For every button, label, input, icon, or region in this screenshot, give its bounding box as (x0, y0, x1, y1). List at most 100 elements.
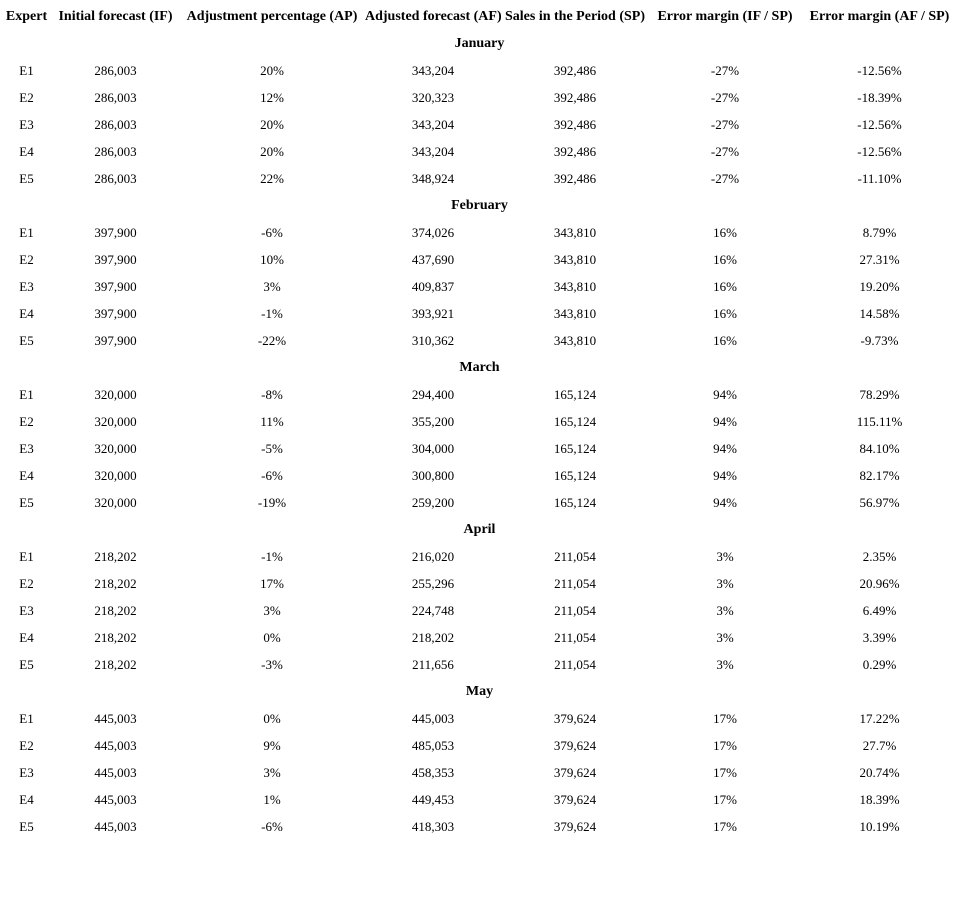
cell-adjusted-forecast: 343,204 (411, 62, 455, 78)
cell-error-margin-af-sp: 6.49% (862, 602, 897, 618)
table-row: E1 286,003 20% 343,204 392,486 -27% -12.56% (1, 57, 958, 84)
cell-initial-forecast: 218,202 (94, 575, 137, 591)
cell-sales-in-period: 392,486 (553, 170, 597, 186)
cell-sales-in-period: 211,054 (554, 548, 596, 564)
cell-expert-id: E5 (19, 818, 34, 834)
cell-initial-forecast: 445,003 (94, 737, 137, 753)
cell-adjusted-forecast: 259,200 (411, 494, 455, 510)
cell-adjusted-forecast: 224,748 (411, 602, 455, 618)
cell-error-margin-if-sp: -27% (710, 116, 740, 132)
cell-expert-id: E2 (19, 251, 34, 267)
cell-adjustment-percentage: 3% (263, 278, 281, 294)
cell-error-margin-af-sp: -11.10% (857, 170, 902, 186)
cell-initial-forecast: 445,003 (94, 710, 137, 726)
cell-expert-id: E2 (19, 737, 34, 753)
cell-initial-forecast: 397,900 (94, 332, 137, 348)
cell-adjusted-forecast: 445,003 (411, 710, 455, 726)
cell-expert-id: E4 (19, 467, 34, 483)
table-row: E2 445,003 9% 485,053 379,624 17% 27.7% (1, 732, 958, 759)
table-row: E4 445,003 1% 449,453 379,624 17% 18.39% (1, 786, 958, 813)
cell-expert-id: E3 (19, 116, 34, 132)
cell-error-margin-af-sp: 56.97% (859, 494, 900, 510)
cell-adjustment-percentage: -19% (257, 494, 287, 510)
cell-adjusted-forecast: 211,656 (412, 656, 454, 672)
cell-sales-in-period: 343,810 (553, 305, 597, 321)
cell-sales-in-period: 379,624 (553, 737, 597, 753)
month-section-header: February (451, 197, 508, 213)
cell-error-margin-af-sp: 20.74% (859, 764, 900, 780)
cell-initial-forecast: 286,003 (94, 62, 137, 78)
cell-sales-in-period: 165,124 (553, 386, 597, 402)
cell-expert-id: E1 (19, 62, 34, 78)
cell-adjusted-forecast: 449,453 (411, 791, 455, 807)
cell-sales-in-period: 379,624 (553, 710, 597, 726)
table-row: E3 445,003 3% 458,353 379,624 17% 20.74% (1, 759, 958, 786)
cell-error-margin-if-sp: 17% (713, 818, 737, 834)
cell-adjusted-forecast: 418,303 (411, 818, 455, 834)
cell-error-margin-af-sp: 84.10% (859, 440, 900, 456)
table-row: E3 218,202 3% 224,748 211,054 3% 6.49% (1, 597, 958, 624)
cell-adjusted-forecast: 216,020 (411, 548, 455, 564)
expert-forecast-table: Expert Initial forecast (IF) Adjustment pe… (1, 3, 958, 840)
cell-sales-in-period: 392,486 (553, 89, 597, 105)
cell-adjusted-forecast: 355,200 (411, 413, 455, 429)
cell-error-margin-af-sp: 19.20% (859, 278, 900, 294)
table-row: E4 218,202 0% 218,202 211,054 3% 3.39% (1, 624, 958, 651)
cell-initial-forecast: 445,003 (94, 818, 137, 834)
table-row: E1 445,003 0% 445,003 379,624 17% 17.22% (1, 705, 958, 732)
cell-expert-id: E5 (19, 170, 34, 186)
cell-error-margin-af-sp: 8.79% (862, 224, 897, 240)
cell-initial-forecast: 286,003 (94, 170, 137, 186)
month-row: May (1, 678, 958, 705)
table-row: E5 218,202 -3% 211,656 211,054 3% 0.29% (1, 651, 958, 678)
cell-error-margin-if-sp: 3% (716, 656, 734, 672)
cell-adjustment-percentage: 20% (260, 143, 284, 159)
cell-expert-id: E3 (19, 278, 34, 294)
cell-adjusted-forecast: 485,053 (411, 737, 455, 753)
cell-sales-in-period: 379,624 (553, 791, 597, 807)
cell-adjusted-forecast: 393,921 (411, 305, 455, 321)
table-row: E5 445,003 -6% 418,303 379,624 17% 10.19% (1, 813, 958, 840)
cell-adjustment-percentage: -6% (261, 818, 283, 834)
table-row: E5 397,900 -22% 310,362 343,810 16% -9.73% (1, 327, 958, 354)
cell-adjusted-forecast: 304,000 (411, 440, 455, 456)
cell-error-margin-if-sp: 16% (713, 332, 737, 348)
cell-initial-forecast: 218,202 (94, 629, 137, 645)
cell-initial-forecast: 218,202 (94, 548, 137, 564)
table-row: E3 320,000 -5% 304,000 165,124 94% 84.10% (1, 435, 958, 462)
cell-adjusted-forecast: 294,400 (411, 386, 455, 402)
cell-error-margin-if-sp: -27% (710, 143, 740, 159)
column-header-adjustment-percentage: Adjustment percentage (AP) (186, 8, 358, 24)
table-row: E1 218,202 -1% 216,020 211,054 3% 2.35% (1, 543, 958, 570)
cell-error-margin-if-sp: 16% (713, 305, 737, 321)
cell-initial-forecast: 286,003 (94, 143, 137, 159)
cell-error-margin-af-sp: 2.35% (862, 548, 897, 564)
cell-sales-in-period: 379,624 (553, 818, 597, 834)
cell-adjusted-forecast: 458,353 (411, 764, 455, 780)
cell-error-margin-if-sp: 94% (713, 413, 737, 429)
cell-adjustment-percentage: 1% (263, 791, 281, 807)
cell-initial-forecast: 445,003 (94, 764, 137, 780)
cell-adjustment-percentage: -22% (257, 332, 287, 348)
cell-error-margin-if-sp: 17% (713, 737, 737, 753)
cell-initial-forecast: 397,900 (94, 224, 137, 240)
cell-sales-in-period: 343,810 (553, 278, 597, 294)
cell-expert-id: E4 (19, 791, 34, 807)
month-row: April (1, 516, 958, 543)
cell-error-margin-af-sp: 82.17% (859, 467, 900, 483)
cell-adjusted-forecast: 320,323 (411, 89, 455, 105)
cell-error-margin-if-sp: 17% (713, 710, 737, 726)
cell-sales-in-period: 392,486 (553, 116, 597, 132)
cell-adjustment-percentage: 3% (263, 764, 281, 780)
table-row: E2 218,202 17% 255,296 211,054 3% 20.96% (1, 570, 958, 597)
cell-error-margin-if-sp: 16% (713, 251, 737, 267)
table-row: E2 286,003 12% 320,323 392,486 -27% -18.39% (1, 84, 958, 111)
cell-error-margin-af-sp: 18.39% (859, 791, 900, 807)
month-section-header: April (463, 521, 496, 537)
table-row: E2 320,000 11% 355,200 165,124 94% 115.11% (1, 408, 958, 435)
table-row: E5 320,000 -19% 259,200 165,124 94% 56.97% (1, 489, 958, 516)
column-header-expert-id: Expert (5, 8, 48, 24)
cell-adjustment-percentage: -6% (261, 467, 283, 483)
cell-expert-id: E1 (19, 710, 34, 726)
